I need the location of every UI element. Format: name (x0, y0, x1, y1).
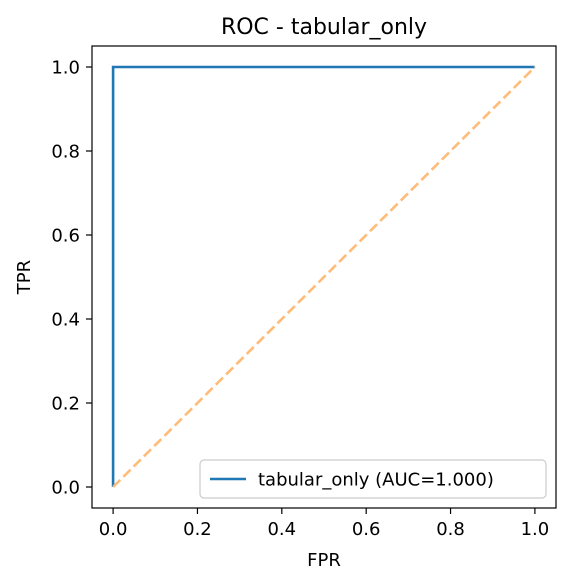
plot-area: 0.0 0.2 0.4 0.6 0.8 1.0 0.0 0.2 0.4 0.6 0.8 1.0 tabu… (51, 45, 557, 540)
chart-title: ROC - tabular_only (221, 15, 427, 40)
roc-curve-line (111, 65, 535, 487)
chance-diagonal-line (112, 66, 536, 488)
legend-box (199, 459, 547, 499)
x-axis-label: FPR (307, 550, 341, 571)
x-tick-label: 0.6 (352, 519, 381, 540)
y-tick-label: 1.0 (51, 58, 80, 79)
x-tick-label: 1.0 (521, 519, 550, 540)
x-tick-label: 0.0 (99, 519, 128, 540)
x-tick-label: 0.2 (183, 519, 212, 540)
axes-frame (91, 45, 557, 509)
y-tick-label: 0.4 (51, 310, 80, 331)
x-tick-label: 0.4 (267, 519, 296, 540)
y-tick-label: 0.2 (51, 394, 80, 415)
y-tick-label: 0.6 (51, 226, 80, 247)
y-axis-label: TPR (14, 260, 35, 295)
x-tick-label: 0.8 (436, 519, 465, 540)
legend-label: tabular_only (AUC=1.000) (258, 470, 494, 491)
y-tick-label: 0.8 (51, 142, 80, 163)
y-tick-label: 0.0 (51, 478, 80, 499)
